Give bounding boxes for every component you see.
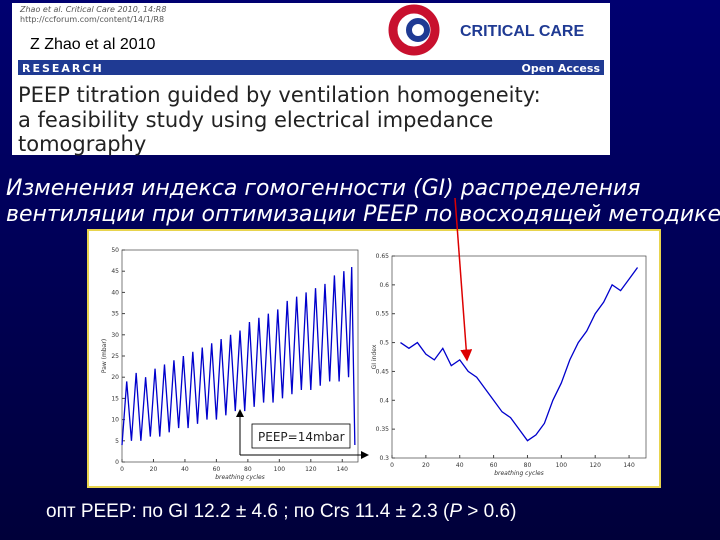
y-tick-label: 20 [111,374,119,381]
x-tick-label: 0 [390,462,394,469]
footer-part: опт PEEP: по GI 12.2 ± 4.6 ; по Crs 11.4… [46,501,450,522]
citation: Zhao et al. Critical Care 2010, 14:R8 [19,5,166,14]
x-tick-label: 40 [456,462,464,469]
slide-title: вентиляции при оптимизации PEEP по восхо… [6,202,720,227]
y-tick-label: 40 [111,289,119,296]
section-bar [18,60,604,75]
x-tick-label: 100 [556,462,568,469]
data-line [121,266,356,446]
paper-header [12,3,610,155]
slide-title: Изменения индекса гомогенности (GI) расп… [6,176,640,201]
y-tick-label: 0.65 [376,253,390,260]
author-note: Z Zhao et al 2010 [30,36,156,53]
x-tick-label: 80 [524,462,532,469]
section: RESEARCH [22,62,104,75]
y-tick-label: 5 [115,438,119,445]
y-axis-label: GI index [371,344,378,369]
x-tick-label: 100 [274,466,286,473]
x-axis-label: breathing cycles [494,470,544,477]
y-tick-label: 0.35 [376,426,390,433]
journal: CRITICAL CARE [460,23,584,40]
access: Open Access [522,62,601,75]
data-line [400,267,639,442]
x-tick-label: 0 [120,466,124,473]
annotation: PEEP=14mbar [258,430,345,444]
x-tick-label: 20 [422,462,430,469]
x-tick-label: 20 [150,466,158,473]
paper-title: PEEP titration guided by ventilation hom… [18,83,541,107]
paper-title: tomography [18,132,146,156]
logo [406,18,430,42]
footer-part: P [449,501,462,522]
footer: опт PEEP: по GI 12.2 ± 4.6 ; по Crs 11.4… [46,501,516,522]
pointer-arrow [454,197,473,362]
y-tick-label: 0.3 [379,455,389,462]
plot-frame [391,255,647,459]
y-tick-label: 25 [111,353,119,360]
y-tick-label: 35 [111,311,119,318]
x-tick-label: 120 [305,466,317,473]
charts: 0 20 40 60 80 100 120 140 0 5 10 15 20 25 30 35 40 45 50 br… [101,247,647,481]
y-tick-label: 0.6 [379,282,389,289]
x-tick-label: 60 [213,466,221,473]
y-tick-label: 30 [111,332,119,339]
y-tick-label: 0.55 [376,311,390,318]
x-tick-label: 140 [623,462,635,469]
x-axis-label: breathing cycles [215,474,265,481]
y-tick-label: 50 [111,247,119,254]
y-tick-label: 15 [111,395,119,402]
logo [388,4,440,56]
y-tick-label: 0 [115,459,119,466]
annotation-box [251,423,351,449]
paper-title: a feasibility study using electrical imp… [18,108,493,132]
y-tick-label: 10 [111,417,119,424]
url: http://ccforum.com/content/14/1/R8 [20,15,164,24]
x-tick-label: 80 [244,466,252,473]
x-tick-label: 140 [337,466,349,473]
x-tick-label: 60 [490,462,498,469]
x-tick-label: 120 [589,462,601,469]
footer-part: > 0.6) [462,501,516,522]
y-tick-label: 0.5 [379,340,389,347]
y-tick-label: 0.45 [376,368,390,375]
y-tick-label: 45 [111,268,119,275]
y-axis-label: Paw (mbar) [101,339,108,373]
x-tick-label: 40 [181,466,189,473]
y-tick-label: 0.4 [379,397,389,404]
